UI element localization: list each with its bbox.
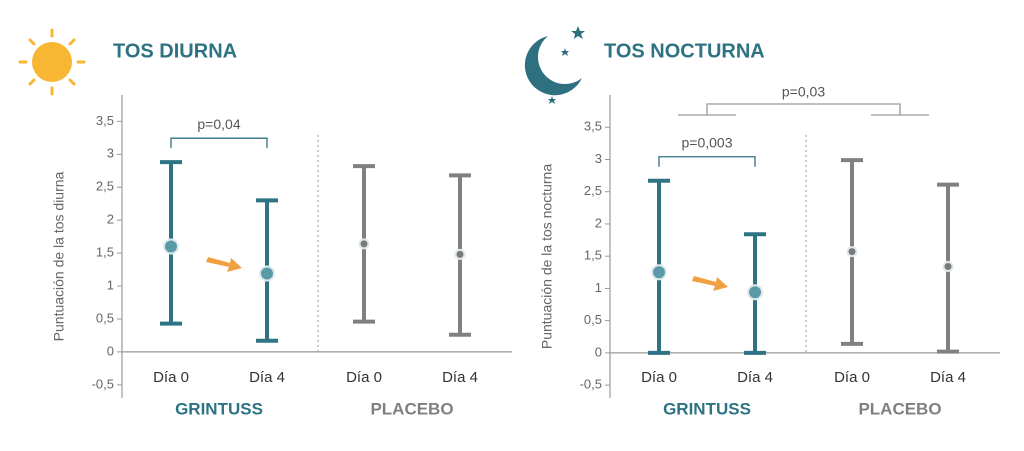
y-tick-label: 0 — [595, 344, 602, 359]
group-label: GRINTUSS — [663, 399, 751, 418]
x-tick-label: Día 0 — [346, 369, 382, 386]
y-tick-label: 2 — [107, 212, 114, 227]
y-tick-label: 2,5 — [584, 183, 602, 198]
x-tick-label: Día 4 — [737, 369, 773, 386]
y-tick-label: 0,5 — [584, 312, 602, 327]
mean-marker — [259, 265, 275, 282]
group-label: GRINTUSS — [175, 399, 263, 418]
mean-marker — [358, 238, 370, 250]
y-tick-label: 1,5 — [584, 248, 602, 263]
x-tick-label: Día 0 — [641, 369, 677, 386]
y-tick-label: 2 — [595, 215, 602, 230]
p-value: p=0,003 — [682, 134, 733, 150]
y-tick-label: 0 — [107, 343, 114, 358]
sun-icon — [18, 28, 86, 96]
y-tick-label: 0,5 — [96, 310, 114, 325]
y-tick-label: 2,5 — [96, 179, 114, 194]
mean-marker — [454, 248, 466, 260]
p-value: p=0,03 — [782, 84, 825, 100]
mean-marker — [942, 260, 954, 272]
p-value: p=0,04 — [197, 116, 240, 132]
y-axis-label: Puntuación de la tos nocturna — [539, 164, 555, 349]
y-axis-label: Puntuación de la tos diurna — [51, 171, 67, 341]
mean-marker — [846, 246, 858, 258]
group-label: PLACEBO — [858, 399, 941, 418]
significance-bracket — [170, 137, 268, 149]
group-label: PLACEBO — [370, 399, 453, 418]
chart-title: TOS NOCTURNA — [604, 40, 765, 62]
significance-bracket — [658, 156, 756, 167]
x-tick-label: Día 4 — [442, 369, 478, 386]
y-tick-label: 1 — [107, 277, 114, 292]
y-tick-label: 3,5 — [584, 119, 602, 134]
trend-arrow — [206, 257, 728, 291]
mean-marker — [163, 238, 179, 255]
mean-marker — [747, 284, 763, 301]
x-tick-label: Día 0 — [834, 369, 870, 386]
y-tick-label: 1 — [595, 280, 602, 295]
y-tick-label: -0,5 — [580, 377, 602, 392]
significance-bracket — [678, 103, 929, 116]
y-tick-label: 3,5 — [96, 113, 114, 128]
x-tick-label: Día 4 — [249, 369, 285, 386]
x-tick-label: Día 4 — [930, 369, 966, 386]
chart-title: TOS DIURNA — [113, 40, 237, 62]
y-tick-label: 1,5 — [96, 245, 114, 260]
mean-marker — [651, 264, 667, 281]
x-tick-label: Día 0 — [153, 369, 189, 386]
moon-icon — [524, 26, 585, 104]
y-tick-label: 3 — [595, 151, 602, 166]
y-tick-label: -0,5 — [92, 376, 114, 391]
y-tick-label: 3 — [107, 146, 114, 161]
